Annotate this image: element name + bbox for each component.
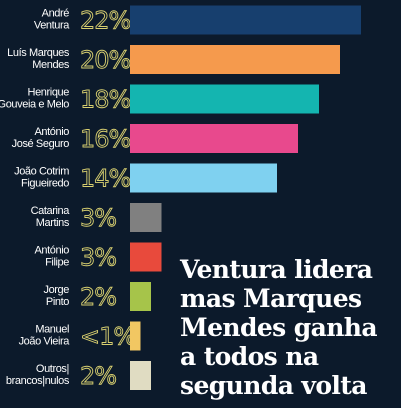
category-label: Manuel João Vieira — [19, 324, 71, 348]
bar — [130, 124, 298, 153]
value-label: 3% — [80, 204, 116, 232]
category-label: Jorge Pinto — [43, 284, 69, 308]
value-label: 18% — [80, 86, 131, 114]
category-label: Catarina Martins — [31, 205, 71, 229]
headline-line: segunda volta — [180, 371, 367, 400]
category-label: Luís Marques Mendes — [7, 47, 70, 71]
bar — [130, 84, 319, 114]
headline-line: mas Marques — [180, 284, 362, 313]
value-label: 16% — [80, 125, 131, 153]
bar — [130, 5, 361, 35]
category-label: André Ventura — [34, 8, 70, 32]
value-label: 2% — [80, 283, 116, 311]
headline-line: a todos na — [180, 342, 319, 371]
value-label: 2% — [80, 362, 116, 390]
category-label: António Filipe — [34, 245, 69, 269]
headline-line: Ventura lidera — [180, 255, 373, 284]
bar — [130, 242, 162, 272]
bar — [130, 282, 151, 311]
headline: Ventura lidera mas Marques Mendes ganha … — [180, 255, 395, 400]
value-label: 3% — [80, 244, 116, 272]
bar — [130, 321, 141, 351]
bar — [130, 45, 340, 74]
value-label: 20% — [80, 46, 131, 74]
bar — [130, 203, 162, 232]
bar — [130, 361, 151, 390]
value-label: <1% — [80, 323, 135, 351]
category-label: António José Seguro — [12, 126, 70, 150]
category-label: Henrique Gouveia e Melo — [0, 87, 69, 111]
category-label: Outros| brancos|nulos — [6, 363, 70, 387]
value-label: 22% — [80, 7, 131, 35]
category-label: João Cotrim Figueiredo — [14, 166, 69, 190]
value-label: 14% — [80, 165, 131, 193]
headline-line: Mendes ganha — [180, 313, 378, 342]
bar — [130, 163, 277, 193]
